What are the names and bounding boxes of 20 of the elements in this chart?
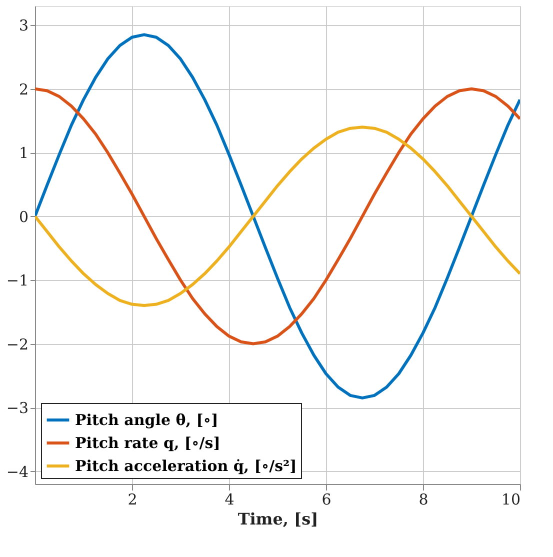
line-series: [35, 33, 520, 400]
y-tick-label: −1: [6, 272, 28, 290]
x-tick-label: 10: [501, 490, 520, 508]
x-axis-title: Time, [s]: [238, 510, 318, 528]
x-tick-label: 2: [128, 490, 138, 508]
line-series: [35, 126, 520, 308]
legend-label: Pitch rate q, [∘/s]: [75, 434, 220, 452]
y-tick-label: −4: [6, 462, 28, 481]
x-tick-label: 4: [224, 490, 234, 508]
y-tick-label: 1: [18, 144, 28, 162]
x-tick-label: 6: [322, 490, 332, 508]
legend-label: Pitch angle θ, [∘]: [75, 411, 218, 429]
y-tick-label: −2: [6, 335, 28, 354]
y-tick-label: −3: [6, 399, 28, 418]
x-tick-label: 8: [418, 490, 428, 508]
y-tick-label: 3: [18, 16, 28, 35]
y-tick-label: 0: [18, 208, 28, 226]
legend-label: Pitch acceleration q̇, [∘/s²]: [75, 457, 297, 475]
line-series: [35, 87, 520, 346]
y-tick-label: 2: [18, 80, 28, 98]
